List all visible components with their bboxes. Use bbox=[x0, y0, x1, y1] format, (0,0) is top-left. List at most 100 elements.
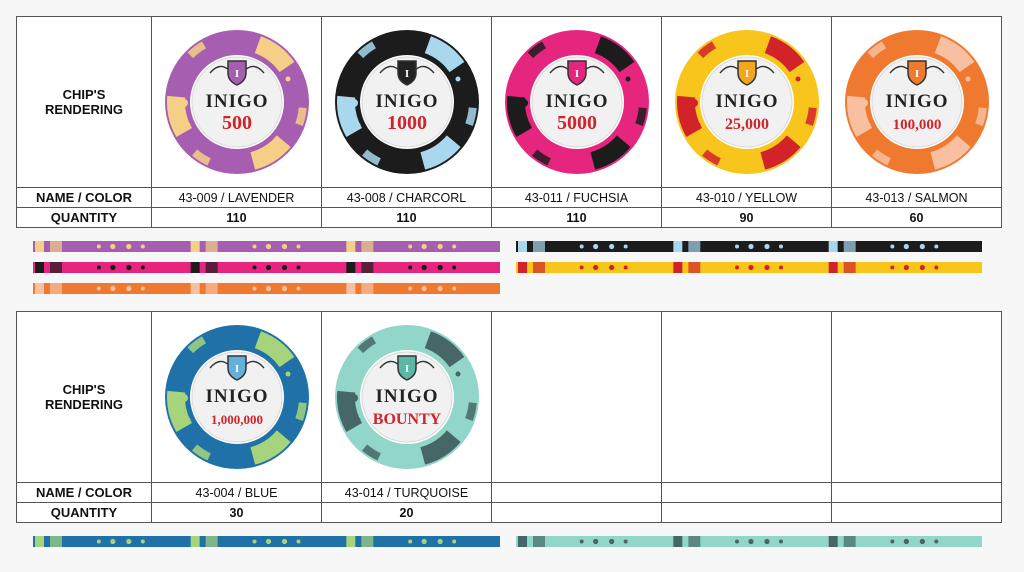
chip-swirl bbox=[764, 36, 804, 73]
stripe-band bbox=[533, 536, 545, 547]
stripe-dot bbox=[890, 244, 895, 249]
stripe-dot bbox=[623, 244, 628, 249]
stripe-dot bbox=[579, 244, 584, 249]
stripe-dot bbox=[140, 265, 145, 270]
chip-cell: I INIGO 1000 bbox=[321, 16, 492, 188]
chip-dot bbox=[616, 63, 623, 71]
stripe-dot bbox=[764, 264, 770, 271]
stripe-dot bbox=[779, 539, 783, 544]
chip-inlay-ring bbox=[361, 351, 452, 443]
stripe-dot bbox=[437, 538, 443, 545]
chip-dot bbox=[956, 63, 963, 71]
chip-dot bbox=[519, 99, 528, 107]
stripe-dot bbox=[110, 285, 116, 292]
stripe-dot bbox=[296, 244, 301, 249]
rendering-header-word: RENDERING bbox=[44, 397, 123, 412]
chip-swirl bbox=[589, 135, 631, 170]
stripe-dot bbox=[252, 244, 257, 249]
chip-swirl bbox=[871, 149, 891, 166]
stripe-band bbox=[673, 241, 683, 252]
stripe-band bbox=[346, 283, 356, 294]
stripe-dot bbox=[140, 244, 145, 249]
stripe-band bbox=[518, 241, 527, 252]
stripe-band bbox=[361, 536, 374, 547]
chip-swirl bbox=[929, 135, 971, 170]
stripe-band bbox=[533, 262, 545, 273]
chip-table-2: CHIP'S RENDERING I INIGO 1,000,000 I INIGO BO… bbox=[16, 311, 1002, 523]
stripe-dot bbox=[593, 264, 599, 271]
stripe-band bbox=[205, 283, 218, 294]
empty-cell bbox=[491, 311, 662, 483]
stripe-dot bbox=[437, 285, 443, 292]
shield-icon bbox=[396, 355, 417, 381]
chip-yellow-25000: I INIGO 25,000 bbox=[674, 30, 819, 174]
chip-swirl bbox=[424, 36, 464, 73]
chip-dot bbox=[285, 371, 290, 377]
brand-name: INIGO bbox=[205, 91, 268, 112]
chip-swirl bbox=[249, 430, 291, 465]
stripe-dot bbox=[452, 539, 457, 544]
chip-name: 43-010 / YELLOW bbox=[661, 187, 832, 208]
stripe-dot bbox=[735, 244, 739, 249]
stripe-dot bbox=[934, 265, 939, 270]
chip-cell: I INIGO 100,000 bbox=[831, 16, 1002, 188]
stripe-dot bbox=[890, 265, 895, 270]
chip-swirl bbox=[187, 41, 206, 59]
chip-swirl bbox=[294, 402, 307, 421]
chip-dot bbox=[938, 152, 945, 158]
chip-name: 43-008 / CHARCORL bbox=[321, 187, 492, 208]
stripe-dot bbox=[126, 285, 132, 292]
edge-stripe-salmon bbox=[33, 283, 500, 294]
shield-letter: I bbox=[404, 363, 408, 375]
chip-swirl bbox=[527, 41, 546, 59]
chip-swirl bbox=[804, 107, 817, 126]
stripe-dot bbox=[764, 538, 770, 545]
stripe-dot bbox=[110, 243, 116, 250]
chip-dot bbox=[428, 447, 435, 453]
chip-quantity: 110 bbox=[491, 207, 662, 228]
stripe-dot bbox=[96, 265, 101, 270]
chip-dot bbox=[276, 63, 283, 71]
chip-dot bbox=[455, 371, 460, 377]
stripe-dot bbox=[890, 539, 895, 544]
stripe-dot bbox=[903, 538, 909, 545]
stripe-dot bbox=[609, 243, 615, 250]
chip-swirl bbox=[357, 336, 376, 354]
chip-swirl bbox=[424, 331, 464, 368]
stripe-band bbox=[205, 536, 218, 547]
stripe-dot bbox=[252, 539, 257, 544]
stripe-dot bbox=[593, 243, 599, 250]
chip-dot bbox=[795, 76, 800, 82]
brand-name: INIGO bbox=[375, 386, 438, 407]
stripe-band bbox=[190, 283, 200, 294]
rendering-header: CHIP'S RENDERING bbox=[16, 16, 152, 188]
stripe-dot bbox=[748, 538, 754, 545]
chip-dot bbox=[355, 122, 360, 128]
edge-stripe-yellow bbox=[516, 262, 982, 273]
stripe-band bbox=[35, 536, 44, 547]
chip-dot bbox=[859, 99, 868, 107]
stripe-dot bbox=[296, 286, 301, 291]
chip-dot bbox=[441, 146, 446, 152]
chip-name: 43-009 / LAVENDER bbox=[151, 187, 322, 208]
stripe-dot bbox=[265, 538, 272, 545]
stripe-dot bbox=[140, 286, 145, 291]
stripe-band bbox=[190, 536, 200, 547]
chip-name bbox=[661, 482, 832, 503]
stripe-dot bbox=[735, 265, 739, 270]
stripe-band bbox=[346, 262, 356, 273]
stripe-dot bbox=[281, 538, 288, 545]
stripe-dot bbox=[421, 285, 427, 292]
stripe-dot bbox=[934, 244, 939, 249]
chip-denomination: 500 bbox=[222, 112, 252, 134]
shield-icon bbox=[566, 60, 587, 86]
stripe-band bbox=[533, 241, 545, 252]
chip-dot bbox=[598, 152, 605, 158]
chip-dot bbox=[786, 63, 793, 71]
stripe-dot bbox=[281, 285, 288, 292]
stripe-band bbox=[828, 241, 838, 252]
stripe-band bbox=[361, 262, 374, 273]
stripe-band bbox=[205, 241, 218, 252]
